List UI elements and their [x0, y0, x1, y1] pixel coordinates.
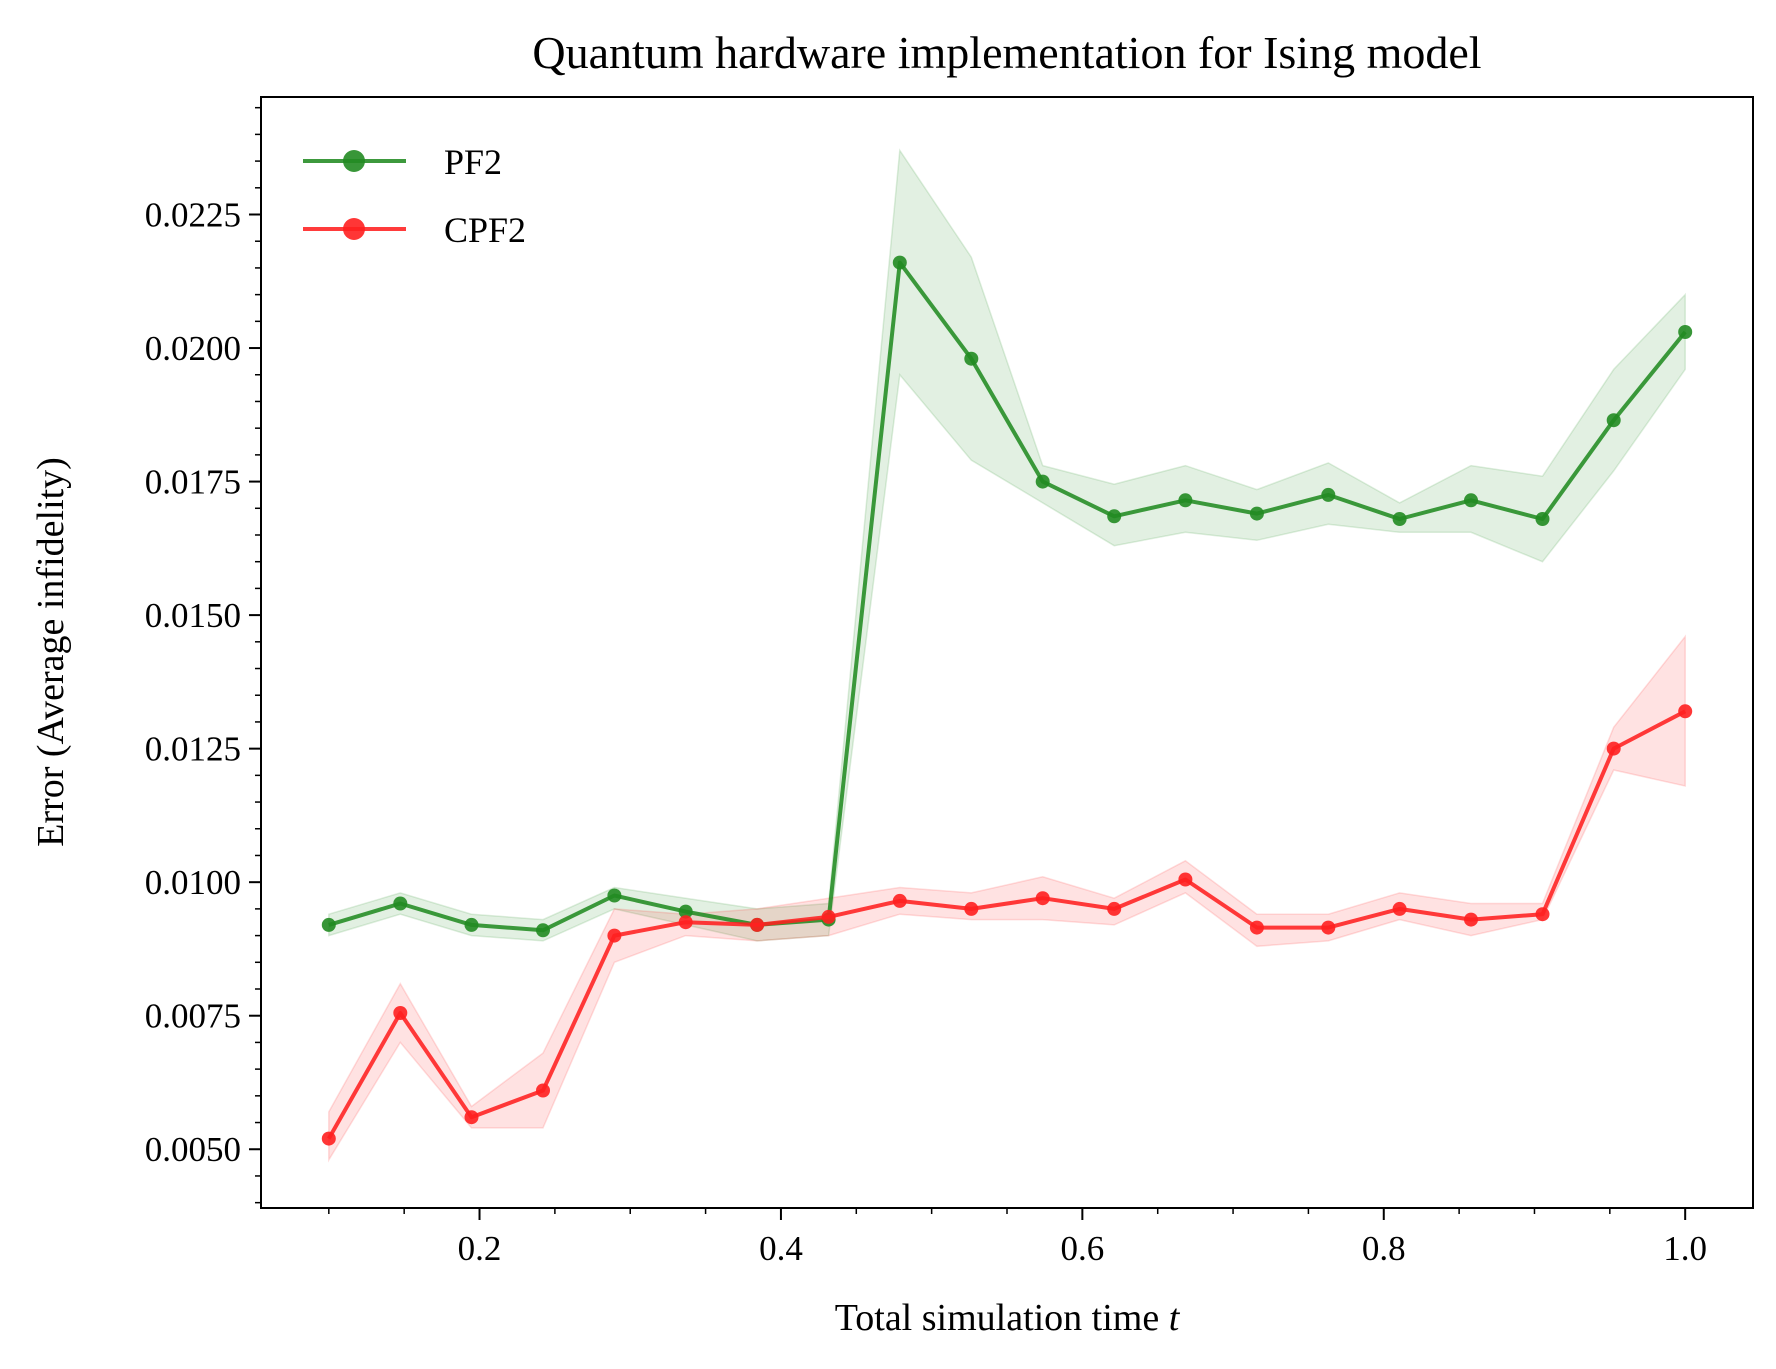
pf2-point [964, 351, 979, 366]
pf2-point [464, 917, 479, 932]
cpf2-point [607, 928, 622, 943]
series-lines [321, 255, 1693, 1146]
legend-marker [343, 150, 365, 172]
pf2-point [1678, 325, 1693, 339]
pf2-point [1606, 413, 1621, 428]
x-tick-label: 0.4 [759, 1229, 803, 1268]
cpf2-point [892, 893, 907, 908]
cpf2-point [1464, 912, 1478, 927]
pf2-point [678, 904, 693, 919]
pf2-point [1035, 474, 1050, 489]
pf2-point [321, 917, 336, 932]
x-tick-label: 0.2 [458, 1229, 502, 1268]
pf2-point [536, 923, 550, 938]
cpf2-band [328, 634, 1686, 1163]
pf2-point [892, 255, 907, 270]
cpf2-point [678, 915, 693, 930]
pf2-point [393, 896, 408, 911]
y-tick-label: 0.0100 [145, 863, 241, 902]
legend-marker [343, 218, 365, 240]
pf2-point [1535, 512, 1550, 526]
legend-item-cpf2: CPF2 [303, 210, 526, 250]
confidence-bands [328, 148, 1686, 1163]
x-tick-label: 1.0 [1663, 1229, 1707, 1268]
pf2-point [1107, 509, 1122, 524]
chart-title: Quantum hardware implementation for Isin… [532, 27, 1481, 78]
pf2-point [607, 888, 622, 903]
cpf2-point [1678, 704, 1693, 719]
cpf2-point [1535, 907, 1550, 922]
cpf2-point [1392, 901, 1407, 916]
cpf2-point [464, 1110, 479, 1125]
y-tick-label: 0.0125 [145, 730, 241, 769]
x-tick-label: 0.8 [1362, 1229, 1406, 1268]
cpf2-point [393, 1006, 408, 1020]
cpf2-point [1606, 741, 1621, 756]
cpf2-point [1035, 891, 1050, 906]
pf2-point [1321, 487, 1336, 502]
pf2-point [1392, 512, 1407, 526]
pf2-point [1464, 493, 1478, 508]
pf2-band [328, 148, 1686, 942]
legend-label: CPF2 [444, 210, 526, 250]
cpf2-line [327, 709, 1687, 1140]
y-axis: 0.0050 0.0075 0.0100 0.0125 0.0150 0.0175 0.02… [145, 106, 261, 1204]
cpf2-point [1321, 920, 1336, 935]
pf2-point [1178, 493, 1193, 508]
cpf2-point [821, 909, 836, 924]
cpf2-point [321, 1131, 336, 1146]
y-tick-label: 0.0175 [145, 463, 241, 502]
cpf2-point [750, 917, 765, 932]
x-axis: 0.2 0.4 0.6 0.8 1.0 [328, 1208, 1707, 1268]
cpf2-point [1107, 901, 1122, 916]
plot-frame [260, 96, 1754, 1209]
cpf2-point [964, 901, 979, 916]
legend: PF2 CPF2 [303, 142, 526, 250]
pf2-line [328, 260, 1687, 933]
pf2-point [1249, 506, 1264, 521]
cpf2-point [536, 1083, 550, 1098]
x-tick-label: 0.6 [1060, 1229, 1104, 1268]
x-axis-label: Total simulation time t [835, 1297, 1181, 1339]
y-tick-label: 0.0150 [145, 596, 241, 635]
cpf2-point [1178, 872, 1193, 887]
y-tick-label: 0.0200 [145, 329, 241, 368]
y-tick-label: 0.0225 [145, 196, 241, 235]
cpf2-point [1249, 920, 1264, 935]
legend-label: PF2 [444, 142, 502, 182]
y-axis-label: Error (Average infidelity) [30, 457, 72, 847]
y-tick-label: 0.0050 [145, 1130, 241, 1169]
legend-item-pf2: PF2 [303, 142, 502, 182]
y-tick-label: 0.0075 [145, 997, 241, 1036]
